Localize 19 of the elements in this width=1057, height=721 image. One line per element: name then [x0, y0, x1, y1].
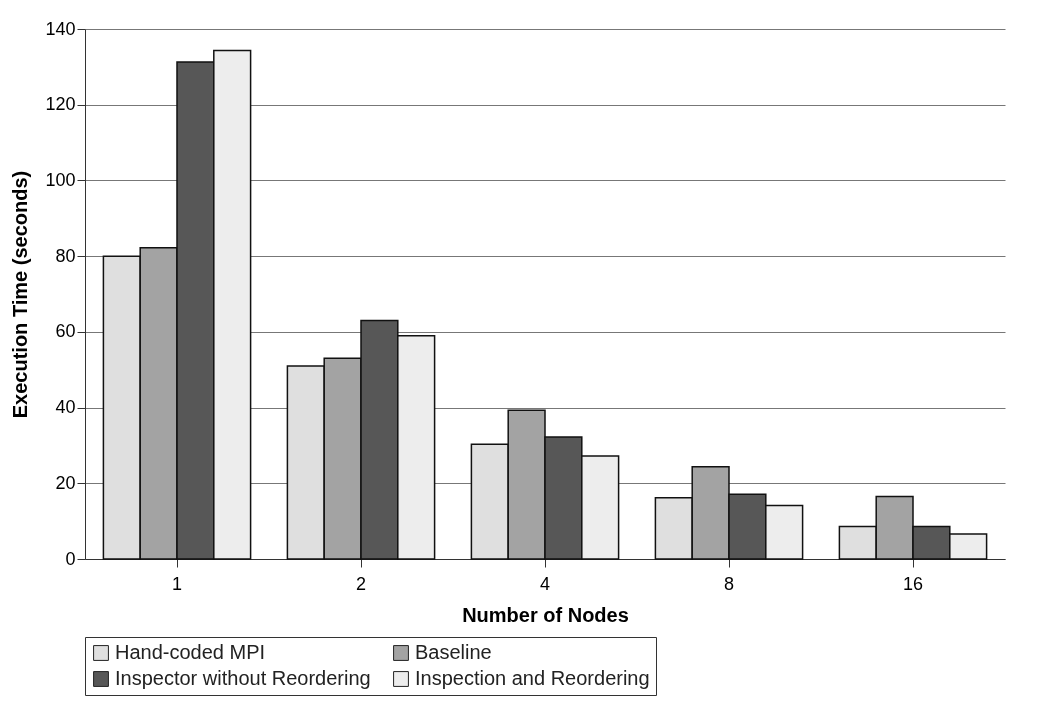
y-tick-label: 20 [55, 472, 76, 493]
y-tick-label: 100 [45, 169, 76, 190]
y-tick-label: 40 [55, 397, 76, 418]
x-tick-label: 1 [171, 573, 183, 594]
legend-label: Inspector without Reordering [115, 667, 371, 689]
y-tick-label: 0 [65, 548, 76, 569]
y-tick-label: 80 [55, 245, 76, 266]
legend-label: Inspection and Reordering [415, 667, 650, 689]
x-tick-label: 16 [902, 573, 924, 594]
x-tick-label: 2 [355, 573, 367, 594]
y-tick-label: 140 [45, 18, 76, 39]
y-tick-label: 120 [45, 94, 76, 115]
legend-label: Baseline [415, 641, 492, 663]
x-tick-label: 4 [539, 573, 551, 594]
x-axis-title: Number of Nodes [462, 603, 629, 626]
legend-label: Hand-coded MPI [115, 641, 266, 663]
x-tick-label: 8 [723, 573, 735, 594]
y-tick-label: 60 [55, 321, 76, 342]
y-axis-title: Execution Time (seconds) [9, 170, 32, 419]
